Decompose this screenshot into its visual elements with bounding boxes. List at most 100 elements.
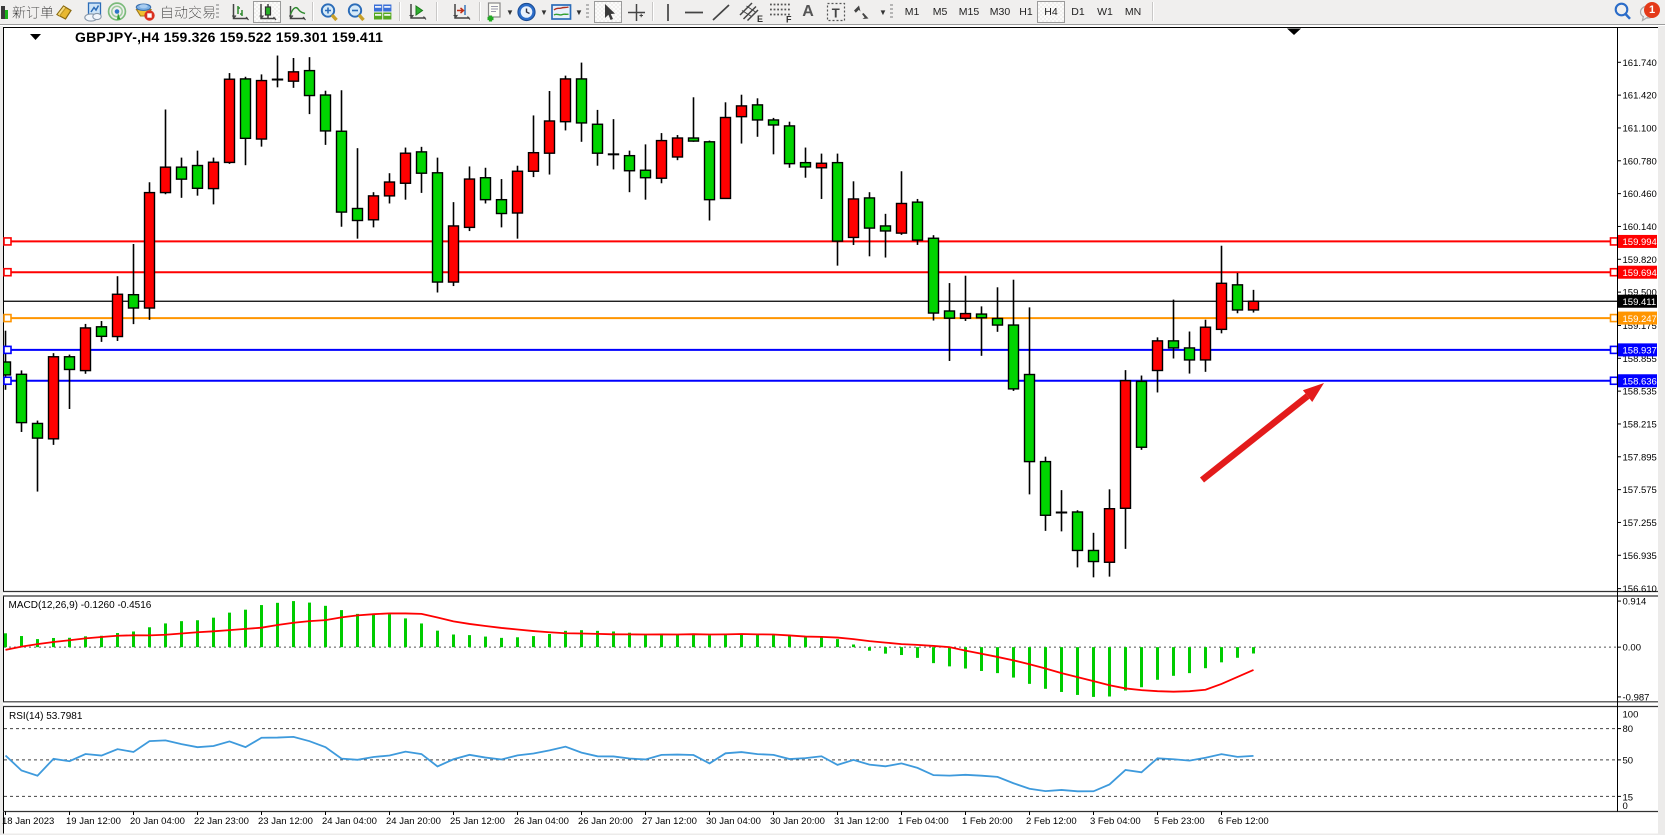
line-handle[interactable] xyxy=(1609,267,1619,277)
price-scale-label: 159.175 xyxy=(1623,321,1657,332)
candle xyxy=(143,182,156,320)
crosshair-tool-button[interactable] xyxy=(623,1,650,23)
text-tool-button[interactable]: A xyxy=(795,1,821,23)
time-axis-label: 26 Jan 20:00 xyxy=(578,816,633,827)
notifications-button[interactable]: 1 xyxy=(1636,1,1662,23)
pane-separator[interactable] xyxy=(3,591,1658,597)
line-handle[interactable] xyxy=(1609,345,1619,355)
candle xyxy=(287,57,300,88)
candle-body xyxy=(1135,380,1148,448)
toolbar-separator xyxy=(215,2,221,21)
timeframe-button-M5[interactable]: M5 xyxy=(926,1,954,23)
chart-shift-button[interactable] xyxy=(448,1,475,23)
timeframe-button-W1[interactable]: W1 xyxy=(1091,1,1119,23)
line-handle[interactable] xyxy=(1609,313,1619,323)
rsi-pane[interactable] xyxy=(4,728,1617,797)
indicators-button[interactable]: ▼ xyxy=(483,1,515,23)
new-order-button[interactable]: 新订单 xyxy=(0,1,56,23)
candle xyxy=(79,323,92,374)
line-handle[interactable] xyxy=(3,267,12,277)
market-watch-button[interactable] xyxy=(51,1,77,23)
trend-arrow-annotation[interactable] xyxy=(1199,383,1324,483)
zoom-in-button[interactable] xyxy=(316,1,342,23)
candle xyxy=(767,117,780,155)
line-handle[interactable] xyxy=(1609,237,1619,246)
line-handle[interactable] xyxy=(3,345,12,355)
candle xyxy=(351,148,364,239)
candle-body xyxy=(831,161,844,242)
templates-button[interactable]: ▼ xyxy=(549,1,584,23)
navigator-button[interactable] xyxy=(104,1,130,23)
price-badge: 158.937 xyxy=(1618,343,1657,357)
candle-body xyxy=(79,327,92,372)
fibonacci-tool-button[interactable]: F xyxy=(766,1,795,23)
autotrading-button[interactable]: 自动交易 xyxy=(132,1,218,23)
price-scale-label: 158.855 xyxy=(1623,354,1657,365)
timeframe-label: D1 xyxy=(1071,6,1085,18)
price-scale-label: 157.895 xyxy=(1623,452,1657,463)
tile-windows-icon xyxy=(374,4,392,20)
timeframe-label: M30 xyxy=(989,6,1011,18)
candlestick-chart-button[interactable] xyxy=(253,1,281,23)
cursor-tool-button[interactable] xyxy=(594,1,622,23)
timeframe-button-H4[interactable]: H4 xyxy=(1037,1,1065,23)
search-button[interactable] xyxy=(1609,1,1637,23)
trendline-tool-button[interactable] xyxy=(708,1,734,23)
macd-pane[interactable] xyxy=(4,601,1617,697)
candle xyxy=(863,192,876,257)
candle-body xyxy=(735,105,748,118)
candle xyxy=(399,147,412,200)
candle-body xyxy=(175,166,188,180)
timeframe-button-M30[interactable]: M30 xyxy=(984,1,1016,23)
candle xyxy=(15,370,28,432)
zoom-out-button[interactable] xyxy=(343,1,369,23)
autotrading-icon xyxy=(135,3,155,21)
candle-body xyxy=(575,78,588,124)
price-badge-bg xyxy=(1618,265,1657,279)
toolbar-separator xyxy=(1152,2,1153,21)
chart-shift-marker[interactable] xyxy=(1287,28,1301,36)
vertical-line-tool-button[interactable] xyxy=(657,1,679,23)
candle-body xyxy=(719,116,732,200)
autotrading-label-glyphs xyxy=(162,5,215,19)
chart-background xyxy=(0,25,1665,835)
candle-body xyxy=(943,310,956,319)
time-axis-label: 2 Feb 12:00 xyxy=(1026,816,1077,827)
text-label-tool-button[interactable]: T xyxy=(822,1,850,23)
line-handle[interactable] xyxy=(3,376,12,386)
price-scale-label: 159.500 xyxy=(1623,288,1657,299)
chart-canvas[interactable]: 161.740 161.420 161.100 160.780 160.460 160.1… xyxy=(0,25,1665,835)
timeframe-button-H1[interactable]: H1 xyxy=(1013,1,1039,23)
time-axis-label: 20 Jan 04:00 xyxy=(130,816,185,827)
symbol-dropdown-icon[interactable] xyxy=(30,34,41,40)
main-pane[interactable] xyxy=(1,55,1618,578)
periods-button[interactable]: ▼ xyxy=(515,1,549,23)
arrow-shaft xyxy=(1199,393,1310,483)
line-handle[interactable] xyxy=(3,313,12,323)
candlestick-chart-icon xyxy=(259,4,277,21)
timeframe-button-M15[interactable]: M15 xyxy=(953,1,985,23)
horizontal-line-tool-button[interactable] xyxy=(681,1,707,23)
price-scale-label: 157.255 xyxy=(1623,518,1657,529)
tile-windows-button[interactable] xyxy=(369,1,396,23)
candle xyxy=(31,420,44,492)
candle xyxy=(991,287,1004,332)
pane-separator[interactable] xyxy=(3,701,1658,707)
channel-tool-button[interactable]: E xyxy=(736,1,766,23)
line-handle[interactable] xyxy=(3,237,12,246)
candle xyxy=(127,243,140,325)
data-window-button[interactable] xyxy=(80,1,106,23)
timeframe-button-M1[interactable]: M1 xyxy=(898,1,926,23)
candle-body xyxy=(927,237,940,314)
timeframe-button-D1[interactable]: D1 xyxy=(1064,1,1092,23)
toolbar-separator xyxy=(652,2,653,21)
candle-body xyxy=(799,161,812,168)
dropdown-caret-icon: ▼ xyxy=(879,7,887,17)
line-handle[interactable] xyxy=(1609,376,1619,386)
line-chart-button[interactable] xyxy=(284,1,310,23)
arrows-tool-button[interactable]: ▼ xyxy=(850,1,888,23)
timeframe-button-MN[interactable]: MN xyxy=(1118,1,1148,23)
auto-scroll-button[interactable] xyxy=(404,1,431,23)
bar-chart-button[interactable] xyxy=(227,1,253,23)
search-icon xyxy=(1614,2,1631,20)
